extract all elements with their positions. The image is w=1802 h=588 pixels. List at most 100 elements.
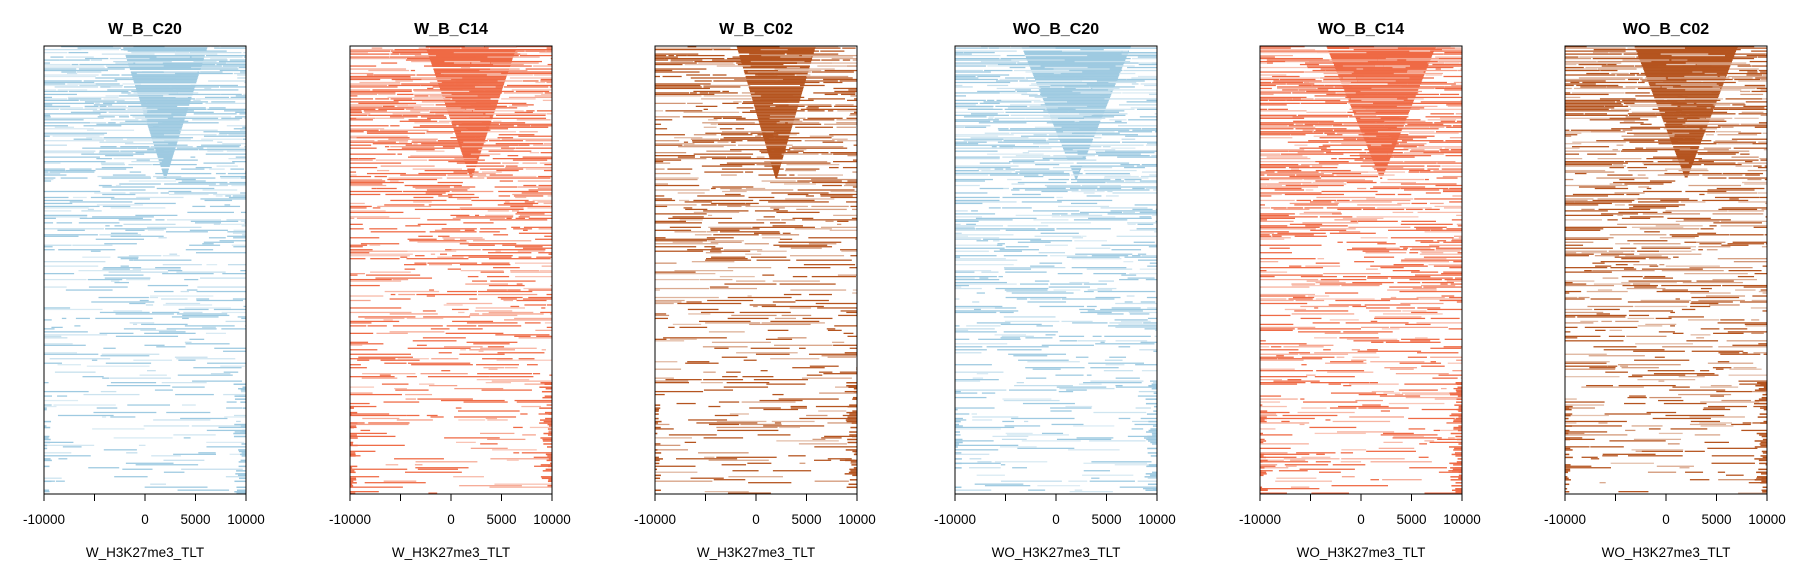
heatmap-cell xyxy=(416,344,427,346)
heatmap-cell xyxy=(1104,335,1151,337)
heatmap-cell xyxy=(513,228,533,230)
heatmap-cell xyxy=(1457,386,1462,388)
heatmap-cell xyxy=(1606,86,1623,88)
heatmap-cell xyxy=(350,441,354,444)
heatmap-cell xyxy=(1658,380,1665,382)
heatmap-cell xyxy=(350,181,404,184)
heatmap-cell xyxy=(507,84,552,87)
heatmap-cell xyxy=(1565,165,1626,167)
heatmap-cell xyxy=(1456,438,1462,441)
heatmap-cell xyxy=(1322,80,1358,82)
heatmap-cell xyxy=(57,89,88,91)
heatmap-cell xyxy=(1594,187,1629,190)
heatmap-cell xyxy=(1043,89,1092,91)
heatmap-cell xyxy=(727,296,792,299)
heatmap-cell xyxy=(1629,395,1646,397)
heatmap-cell xyxy=(151,455,181,457)
heatmap-cell xyxy=(350,393,402,396)
heatmap-cell xyxy=(100,146,117,148)
heatmap-cell xyxy=(489,174,513,176)
heatmap-cell xyxy=(1430,50,1462,52)
heatmap-cell xyxy=(1570,129,1621,131)
heatmap-cell xyxy=(851,464,857,466)
heatmap-cell xyxy=(1045,334,1056,336)
heatmap-cell xyxy=(708,119,718,121)
heatmap-cell xyxy=(1420,241,1440,243)
heatmap-cell xyxy=(503,299,514,302)
heatmap-cell xyxy=(1092,335,1102,337)
heatmap-cell xyxy=(1048,138,1093,140)
heatmap-cell xyxy=(1343,331,1393,333)
heatmap-cell xyxy=(707,299,754,302)
heatmap-cell xyxy=(181,404,196,406)
heatmap-cell xyxy=(1652,417,1711,420)
heatmap-cell xyxy=(1048,178,1070,181)
heatmap-cell xyxy=(1763,420,1767,423)
heatmap-cell xyxy=(1006,434,1069,436)
heatmap-cell xyxy=(1565,420,1627,423)
heatmap-cell xyxy=(1373,102,1406,105)
heatmap-cell xyxy=(405,471,462,473)
heatmap-cell xyxy=(508,96,552,99)
heatmap-cell xyxy=(193,99,201,102)
heatmap-cell xyxy=(87,278,123,281)
heatmap-cell xyxy=(1443,53,1462,55)
heatmap-cell xyxy=(1455,113,1462,115)
heatmap-cell xyxy=(1146,465,1157,468)
heatmap-cell xyxy=(518,256,532,258)
heatmap-cell xyxy=(1672,386,1690,388)
heatmap-cell xyxy=(413,126,455,128)
heatmap-cell xyxy=(1572,141,1626,143)
heatmap-cell xyxy=(224,204,231,206)
heatmap-cell xyxy=(1728,108,1767,110)
heatmap-cell xyxy=(185,249,214,251)
heatmap-cell xyxy=(1698,299,1745,302)
heatmap-cell xyxy=(1295,123,1304,125)
heatmap-cell xyxy=(405,108,466,110)
heatmap-cell xyxy=(384,204,425,206)
heatmap-cell xyxy=(163,459,205,461)
heatmap-cell xyxy=(1055,129,1097,132)
heatmap-cell xyxy=(997,128,1009,130)
heatmap-cell xyxy=(1584,113,1608,115)
heatmap-cell xyxy=(74,325,81,327)
heatmap-cell xyxy=(1425,208,1440,211)
heatmap-cell xyxy=(706,231,718,233)
heatmap-cell xyxy=(993,240,1000,242)
heatmap-cell xyxy=(369,228,398,230)
heatmap-cell xyxy=(511,226,521,228)
heatmap-cell xyxy=(44,74,99,76)
heatmap-cell xyxy=(1090,86,1135,88)
heatmap-cell xyxy=(1299,423,1305,426)
heatmap-cell xyxy=(736,352,798,354)
heatmap-cell xyxy=(102,205,131,208)
heatmap-cell xyxy=(1401,140,1444,142)
heatmap-cell xyxy=(468,244,495,246)
heatmap-cell xyxy=(1753,226,1767,228)
heatmap-cell xyxy=(1646,411,1677,414)
heatmap-cell xyxy=(1040,104,1059,106)
heatmap-cell xyxy=(969,467,1001,469)
heatmap-cell xyxy=(1634,286,1657,288)
heatmap-cell xyxy=(670,59,703,61)
heatmap-cell xyxy=(427,262,478,264)
heatmap-cell xyxy=(1260,414,1278,417)
heatmap-cell xyxy=(1390,296,1397,299)
heatmap-cell xyxy=(1260,370,1313,372)
heatmap-cell xyxy=(240,129,246,131)
heatmap-cell xyxy=(1025,77,1075,79)
heatmap-cell xyxy=(1285,60,1309,63)
heatmap-cell xyxy=(1432,377,1458,379)
heatmap-cell xyxy=(1045,244,1068,246)
heatmap-cell xyxy=(114,78,176,81)
heatmap-cell xyxy=(443,99,499,102)
heatmap-cell xyxy=(1048,134,1101,136)
heatmap-cell xyxy=(392,278,409,281)
heatmap-cell xyxy=(1565,255,1589,257)
heatmap-cell xyxy=(1613,163,1624,166)
heatmap-cell xyxy=(350,153,396,155)
heatmap-cell xyxy=(1121,138,1136,140)
heatmap-cell xyxy=(1027,150,1078,152)
heatmap-cell xyxy=(383,401,420,403)
heatmap-cell xyxy=(1308,140,1367,142)
